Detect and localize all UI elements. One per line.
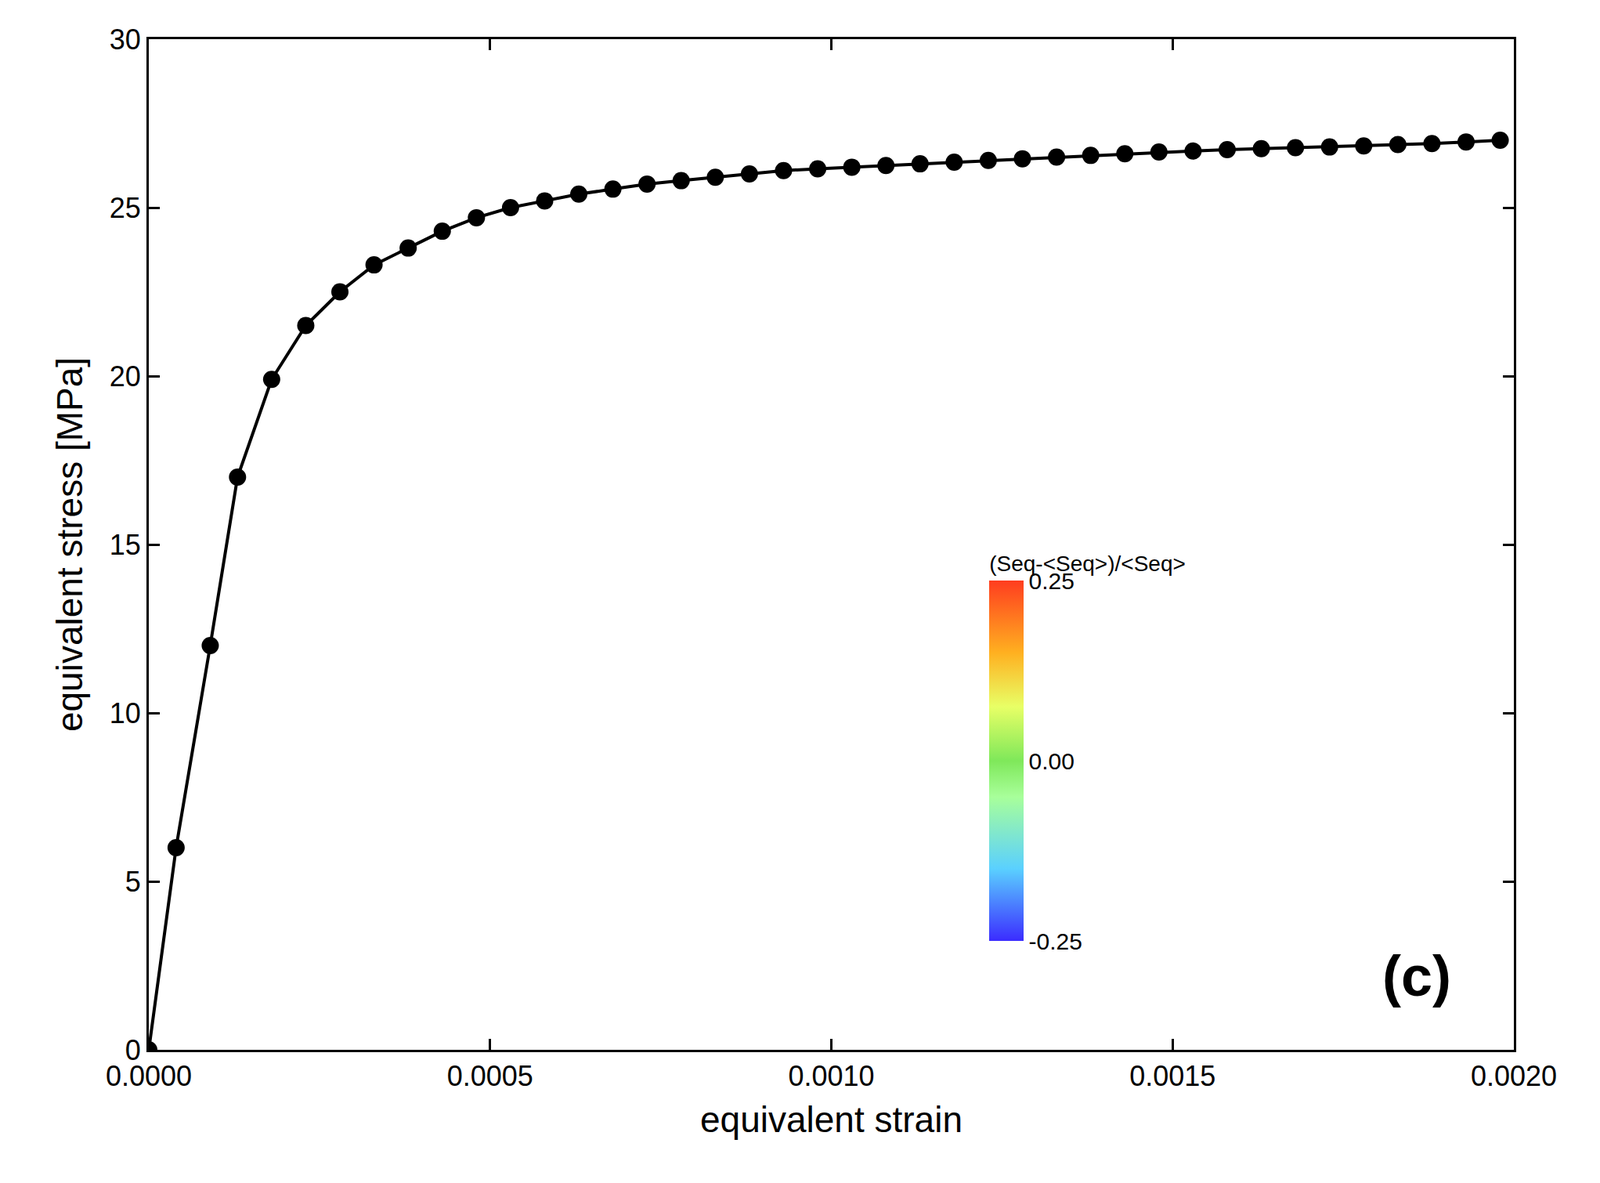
svg-text:0.00: 0.00 (1029, 747, 1075, 774)
svg-text:-0.25: -0.25 (1029, 928, 1083, 954)
svg-text:(Seq-<Seq>)/<Seq>: (Seq-<Seq>)/<Seq> (989, 551, 1186, 576)
svg-text:(c): (c) (1382, 944, 1452, 1008)
svg-text:30: 30 (109, 23, 141, 56)
svg-text:0.25: 0.25 (1029, 567, 1075, 594)
svg-text:0.0015: 0.0015 (1129, 1059, 1216, 1092)
svg-text:15: 15 (109, 528, 141, 561)
svg-text:0: 0 (125, 1033, 141, 1066)
svg-text:equivalent strain: equivalent strain (700, 1098, 963, 1140)
svg-text:25: 25 (109, 191, 141, 224)
svg-text:5: 5 (125, 865, 141, 898)
svg-text:0.0020: 0.0020 (1470, 1059, 1557, 1092)
svg-text:equivalent stress [MPa]: equivalent stress [MPa] (49, 357, 91, 732)
svg-text:10: 10 (109, 697, 141, 730)
svg-text:0.0005: 0.0005 (447, 1059, 534, 1092)
svg-text:0.0000: 0.0000 (105, 1059, 192, 1092)
svg-text:20: 20 (109, 360, 141, 393)
svg-text:0.0010: 0.0010 (787, 1059, 875, 1092)
